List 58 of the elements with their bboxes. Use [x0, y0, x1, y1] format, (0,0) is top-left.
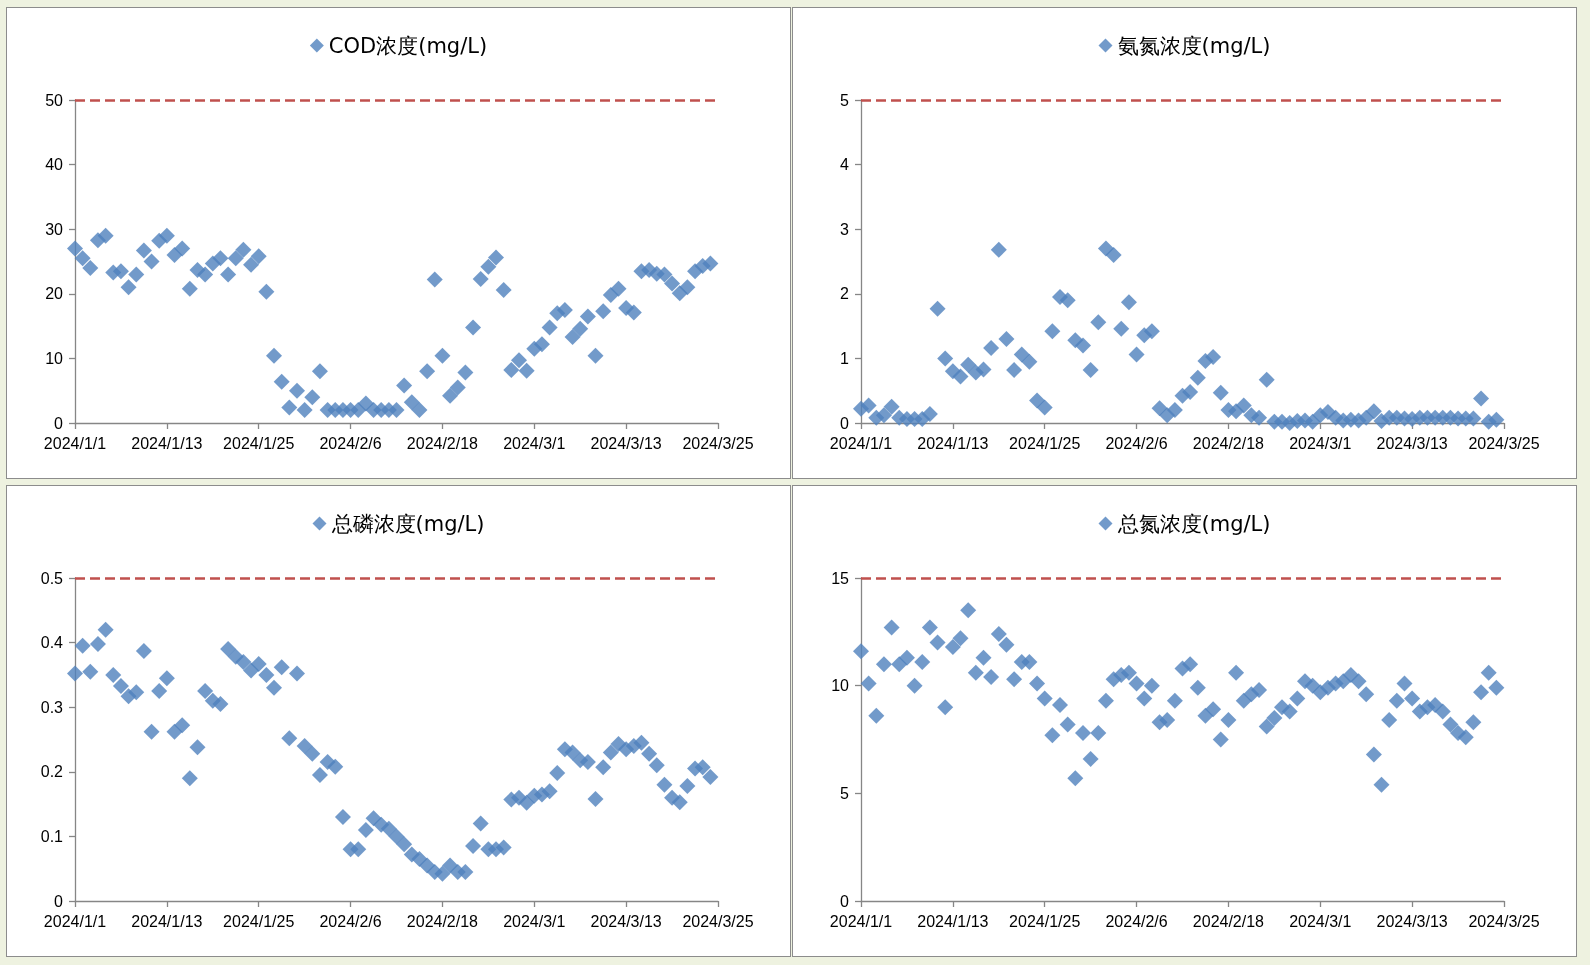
- y-tick-label: 10: [831, 677, 850, 695]
- x-tick-label: 2024/1/13: [131, 912, 203, 930]
- x-tick-label: 2024/3/1: [1289, 912, 1352, 930]
- x-tick-label: 2024/3/25: [1468, 912, 1540, 930]
- x-tick-label: 2024/3/13: [1376, 912, 1448, 930]
- y-tick-label: 5: [840, 91, 850, 109]
- y-tick-label: 0: [54, 892, 64, 910]
- x-tick-label: 2024/2/6: [1105, 434, 1168, 452]
- x-tick-label: 2024/1/13: [917, 434, 989, 452]
- x-tick-label: 2024/1/1: [43, 434, 107, 452]
- legend-label: 总磷浓度(mg/L): [330, 511, 485, 536]
- y-tick-label: 15: [831, 569, 850, 587]
- y-tick-label: 1: [840, 349, 850, 367]
- y-tick-label: 0.3: [40, 698, 64, 716]
- x-tick-label: 2024/1/25: [223, 912, 295, 930]
- y-tick-label: 10: [45, 349, 64, 367]
- x-tick-label: 2024/2/6: [1105, 912, 1168, 930]
- legend-label: 氨氮浓度(mg/L): [1117, 33, 1271, 58]
- x-tick-label: 2024/1/1: [829, 912, 893, 930]
- x-tick-label: 2024/1/1: [829, 434, 893, 452]
- legend-label: 总氮浓度(mg/L): [1116, 511, 1271, 536]
- y-tick-label: 3: [840, 220, 850, 238]
- x-tick-label: 2024/2/18: [406, 912, 479, 930]
- x-tick-label: 2024/2/18: [1192, 434, 1265, 452]
- y-tick-label: 30: [45, 220, 64, 238]
- x-tick-label: 2024/3/25: [1468, 434, 1540, 452]
- x-tick-label: 2024/2/18: [406, 434, 479, 452]
- x-tick-label: 2024/1/25: [223, 434, 295, 452]
- y-tick-label: 20: [45, 285, 64, 303]
- y-tick-label: 0: [54, 414, 64, 432]
- y-tick-label: 0.4: [40, 634, 64, 652]
- x-tick-label: 2024/2/18: [1192, 912, 1265, 930]
- y-tick-label: 5: [840, 784, 850, 802]
- y-tick-label: 0: [840, 414, 850, 432]
- x-tick-label: 2024/3/25: [682, 912, 754, 930]
- x-tick-label: 2024/3/1: [503, 912, 566, 930]
- x-tick-label: 2024/3/1: [503, 434, 566, 452]
- x-tick-label: 2024/1/25: [1009, 434, 1081, 452]
- y-tick-label: 40: [45, 156, 64, 174]
- x-tick-label: 2024/1/1: [43, 912, 107, 930]
- y-tick-label: 0: [840, 892, 850, 910]
- y-tick-label: 2: [840, 285, 850, 303]
- y-tick-label: 50: [45, 91, 64, 109]
- x-tick-label: 2024/1/13: [131, 434, 203, 452]
- y-tick-label: 4: [840, 156, 850, 174]
- x-tick-label: 2024/2/6: [319, 912, 382, 930]
- x-tick-label: 2024/1/13: [917, 912, 989, 930]
- x-tick-label: 2024/2/6: [319, 434, 382, 452]
- x-tick-label: 2024/3/13: [590, 912, 662, 930]
- x-tick-label: 2024/3/25: [682, 434, 754, 452]
- y-tick-label: 0.2: [40, 763, 64, 781]
- x-tick-label: 2024/3/1: [1289, 434, 1352, 452]
- legend-label: COD浓度(mg/L): [328, 33, 488, 58]
- y-tick-label: 0.5: [40, 569, 64, 587]
- x-tick-label: 2024/3/13: [590, 434, 662, 452]
- x-tick-label: 2024/3/13: [1376, 434, 1448, 452]
- y-tick-label: 0.1: [40, 827, 64, 845]
- x-tick-label: 2024/1/25: [1009, 912, 1081, 930]
